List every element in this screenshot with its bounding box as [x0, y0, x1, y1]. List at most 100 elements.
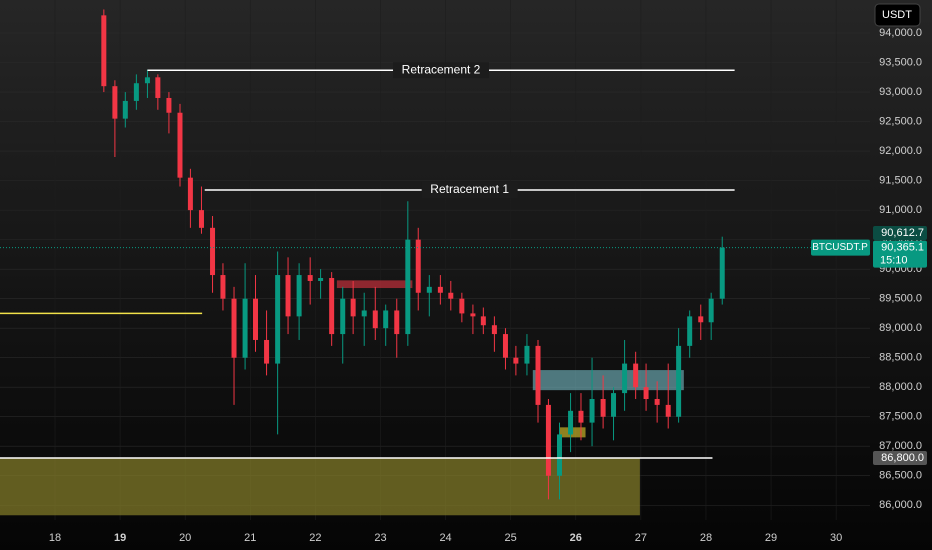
candle-body — [264, 339, 270, 364]
y-tick-label: 94,000.0 — [879, 27, 922, 39]
x-tick-label: 25 — [505, 532, 517, 544]
candle-body — [556, 434, 562, 476]
currency-button — [874, 3, 921, 27]
zone — [0, 458, 640, 516]
candle-body — [448, 292, 454, 299]
last-price-label: 90,365.1 — [881, 242, 924, 254]
candle-body — [220, 275, 226, 299]
candle-body — [687, 316, 693, 346]
y-tick-label: 88,000.0 — [879, 381, 922, 393]
zone — [336, 280, 413, 289]
price-tag — [873, 240, 927, 268]
y-tick-label: 88,500.0 — [879, 352, 922, 364]
candle-body — [307, 275, 313, 281]
y-tick-label: 87,500.0 — [879, 411, 922, 423]
candle-body — [112, 86, 118, 119]
x-tick-label: 21 — [244, 532, 256, 544]
price-tag-label: 86,800.0 — [881, 452, 924, 464]
level-label: Retracement 1 — [430, 182, 509, 196]
x-tick-label: 26 — [570, 532, 582, 544]
y-tick-label: 91,000.0 — [879, 204, 922, 216]
candle-body — [210, 227, 216, 276]
label-bg — [393, 62, 490, 79]
candle-body — [524, 345, 530, 364]
y-tick-label: 89,500.0 — [879, 293, 922, 305]
high-price-label: 90,612.7 — [881, 227, 924, 239]
x-tick-label: 30 — [830, 532, 842, 544]
candle-body — [415, 239, 421, 293]
y-tick-label: 91,500.0 — [879, 175, 922, 187]
x-tick-label: 24 — [439, 532, 451, 544]
candle-body — [676, 345, 682, 417]
candle-body — [133, 83, 139, 101]
y-tick-label: 93,500.0 — [879, 56, 922, 68]
candle-body — [545, 404, 551, 476]
currency-label: USDT — [882, 9, 912, 21]
candle-body — [252, 298, 258, 340]
countdown: 15:10 — [880, 255, 908, 267]
candle-body — [600, 399, 606, 417]
x-tick-label: 18 — [49, 532, 61, 544]
candle-body — [296, 275, 302, 317]
candle-body — [513, 357, 519, 364]
x-tick-label: 23 — [374, 532, 386, 544]
candle-body — [198, 210, 204, 228]
candle-body — [340, 298, 346, 335]
candle-body — [611, 393, 617, 417]
candle-body — [187, 177, 193, 211]
level-label: Retracement 2 — [402, 62, 481, 76]
candle-body — [318, 278, 324, 281]
candle-body — [491, 325, 497, 335]
x-tick-label: 27 — [635, 532, 647, 544]
candle-body — [665, 404, 671, 417]
price-tag — [873, 225, 927, 240]
candle-body — [275, 275, 281, 364]
zone — [532, 370, 684, 391]
candle-body — [568, 410, 574, 435]
y-tick-label: 89,000.0 — [879, 322, 922, 334]
candle-body — [350, 298, 356, 317]
candle-body — [329, 278, 335, 335]
y-tick-label: 92,000.0 — [879, 145, 922, 157]
candle-body — [535, 345, 541, 405]
candle-body — [166, 97, 172, 113]
symbol-tag — [811, 239, 870, 256]
candle-body — [719, 247, 725, 299]
price-tag — [873, 451, 927, 466]
candle-body — [502, 334, 508, 358]
candle-body — [122, 100, 128, 119]
candle-body — [654, 399, 660, 405]
x-tick-label: 20 — [179, 532, 191, 544]
x-tick-label: 19 — [114, 532, 126, 544]
candle-body — [372, 310, 378, 329]
candle-body — [242, 298, 248, 358]
y-tick-label: 86,500.0 — [879, 470, 922, 482]
candle-body — [231, 298, 237, 358]
candle-body — [361, 310, 367, 317]
candle-body — [155, 77, 161, 98]
symbol-label: BTCUSDT.P — [812, 242, 868, 253]
candle-body — [101, 15, 107, 87]
candle-body — [708, 298, 714, 323]
y-tick-label: 87,000.0 — [879, 440, 922, 452]
candle-body — [578, 410, 584, 423]
x-tick-label: 29 — [765, 532, 777, 544]
candle-body — [589, 399, 595, 423]
candle-body — [643, 387, 649, 400]
candle-body — [383, 310, 389, 329]
y-tick-label: 93,000.0 — [879, 86, 922, 98]
candle-body — [285, 275, 291, 317]
candle-body — [633, 363, 639, 388]
candle-body — [459, 298, 465, 314]
candle-body — [437, 286, 443, 293]
y-tick-label: 86,000.0 — [879, 499, 922, 511]
x-tick-label: 28 — [700, 532, 712, 544]
candle-body — [394, 310, 400, 335]
x-tick-label: 22 — [309, 532, 321, 544]
label-bg — [421, 182, 518, 199]
y-tick-label: 92,500.0 — [879, 115, 922, 127]
candle-body — [622, 363, 628, 394]
candle-body — [405, 239, 411, 335]
candle-body — [177, 112, 183, 178]
